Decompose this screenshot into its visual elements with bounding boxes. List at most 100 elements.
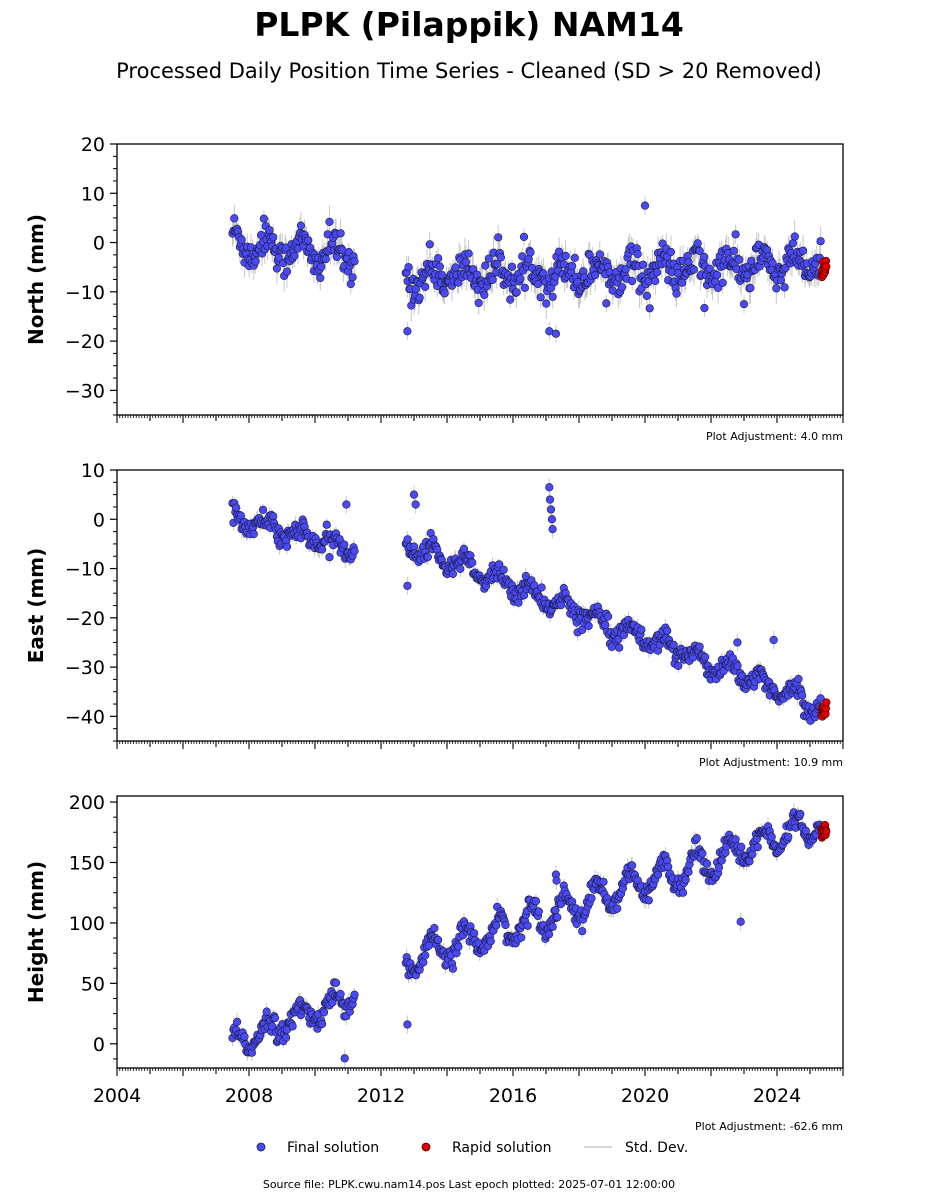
height-point [664, 862, 673, 872]
north-point [282, 267, 292, 276]
north-point [317, 262, 326, 271]
east-outlier-point [409, 490, 419, 499]
north-point [705, 264, 714, 273]
height-point [767, 832, 776, 841]
north-point [506, 295, 515, 304]
height-point [731, 835, 740, 844]
east-point [584, 621, 593, 631]
north-point [652, 268, 662, 277]
north-point [776, 276, 786, 285]
legend-rapid-label: Rapid solution [452, 1140, 552, 1156]
east-point [733, 661, 742, 671]
height-outlier-point [403, 1020, 412, 1029]
north-point [718, 278, 727, 288]
north-point [712, 271, 722, 280]
height-ytick-label: 50 [81, 973, 105, 995]
height-point [753, 842, 762, 852]
height-point [448, 964, 458, 973]
north-ytick-label: 20 [81, 134, 105, 156]
east-ytick-label: 0 [93, 509, 105, 531]
north-point [272, 264, 282, 273]
east-outlier-point [547, 515, 557, 524]
north-point [507, 262, 517, 271]
north-point [651, 276, 660, 286]
height-point [692, 834, 701, 843]
north-point [325, 217, 334, 226]
north-point [731, 230, 740, 239]
height-xtick-label: 2012 [357, 1085, 405, 1107]
north-outlier-point [403, 327, 412, 336]
height-ytick-label: 200 [69, 792, 105, 814]
east-plot-adjustment: Plot Adjustment: 10.9 mm [699, 756, 843, 769]
north-point [440, 289, 449, 298]
east-point [322, 520, 331, 529]
north-point [816, 237, 825, 246]
north-point [496, 253, 506, 262]
east-point [556, 600, 566, 610]
north-point [321, 255, 330, 264]
height-point [262, 1007, 271, 1016]
north-point [747, 256, 756, 265]
north-ytick-label: −20 [65, 331, 105, 353]
legend-final-marker [256, 1142, 266, 1152]
east-point [325, 553, 334, 562]
east-point [603, 612, 613, 621]
north-point [729, 246, 738, 255]
north-point [546, 284, 555, 293]
east-point [269, 512, 278, 521]
north-point [434, 254, 443, 263]
north-point [790, 232, 799, 241]
height-point [517, 933, 526, 942]
east-ytick-label: −20 [65, 608, 105, 630]
north-point [425, 240, 434, 249]
east-outlier-point [545, 495, 555, 504]
height-point [233, 1017, 242, 1027]
north-point [533, 279, 543, 289]
east-point [794, 674, 803, 684]
north-final-points [228, 201, 831, 338]
north-point [689, 265, 699, 274]
height-point [331, 978, 341, 988]
north-point [290, 251, 299, 260]
chart-subtitle: Processed Daily Position Time Series - C… [116, 59, 822, 83]
height-point [492, 921, 501, 930]
east-point [448, 569, 458, 579]
height-point [523, 921, 532, 930]
east-point [340, 540, 349, 549]
east-rapid-point [822, 698, 831, 707]
north-point [493, 260, 502, 269]
east-point [423, 552, 433, 562]
height-point [430, 923, 439, 933]
north-ylabel: North (mm) [24, 214, 48, 345]
height-xtick-label: 2004 [93, 1085, 141, 1107]
north-point [595, 250, 604, 259]
height-point [544, 930, 554, 939]
east-point [695, 642, 704, 651]
height-ylabel: Height (mm) [24, 861, 48, 1003]
north-point [346, 279, 355, 289]
chart-title: PLPK (Pilappik) NAM14 [254, 5, 684, 44]
height-point [421, 951, 430, 960]
north-point [570, 253, 579, 262]
height-outlier-point [552, 876, 561, 885]
height-point [350, 990, 359, 999]
east-outlier-point [403, 581, 412, 590]
north-point [746, 283, 755, 293]
north-ytick-label: −10 [65, 282, 105, 304]
east-point [468, 558, 477, 567]
height-xtick-label: 2016 [489, 1085, 537, 1107]
height-point [714, 863, 724, 872]
north-point [451, 263, 460, 272]
north-point [591, 271, 600, 280]
height-point [681, 875, 690, 884]
north-point [480, 290, 489, 300]
east-point [601, 620, 610, 630]
north-ytick-label: −30 [65, 380, 105, 402]
east-point [663, 626, 672, 635]
north-point [642, 291, 652, 301]
east-outlier-point [342, 500, 351, 509]
north-point [265, 226, 274, 235]
height-xtick-label: 2024 [753, 1085, 801, 1107]
north-point [617, 283, 627, 292]
